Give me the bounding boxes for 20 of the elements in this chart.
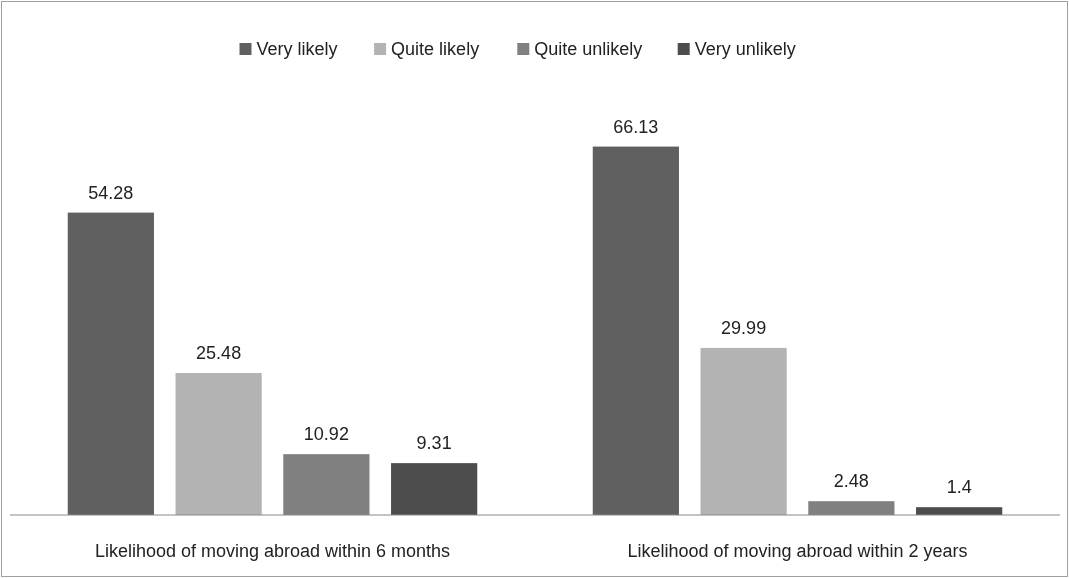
data-label: 66.13 [613, 116, 659, 137]
data-label: 10.92 [303, 424, 349, 445]
legend-label: Quite unlikely [534, 38, 643, 59]
bar [592, 146, 679, 515]
legend-label: Very likely [256, 38, 338, 59]
legend-label: Quite likely [391, 38, 480, 59]
bar [391, 463, 478, 515]
data-label: 54.28 [88, 182, 134, 203]
bar [700, 347, 787, 515]
legend-label: Very unlikely [694, 38, 796, 59]
bar [175, 373, 262, 515]
x-tick-label: Likelihood of moving abroad within 6 months [94, 541, 451, 561]
data-label: 2.48 [833, 471, 869, 492]
data-label: 29.99 [721, 317, 767, 338]
data-label: 9.31 [416, 433, 452, 454]
bar [916, 507, 1003, 515]
data-label: 25.48 [196, 343, 242, 364]
x-tick-label: Likelihood of moving abroad within 2 years [627, 541, 968, 561]
data-label: 1.4 [946, 477, 972, 498]
bar [67, 212, 154, 515]
